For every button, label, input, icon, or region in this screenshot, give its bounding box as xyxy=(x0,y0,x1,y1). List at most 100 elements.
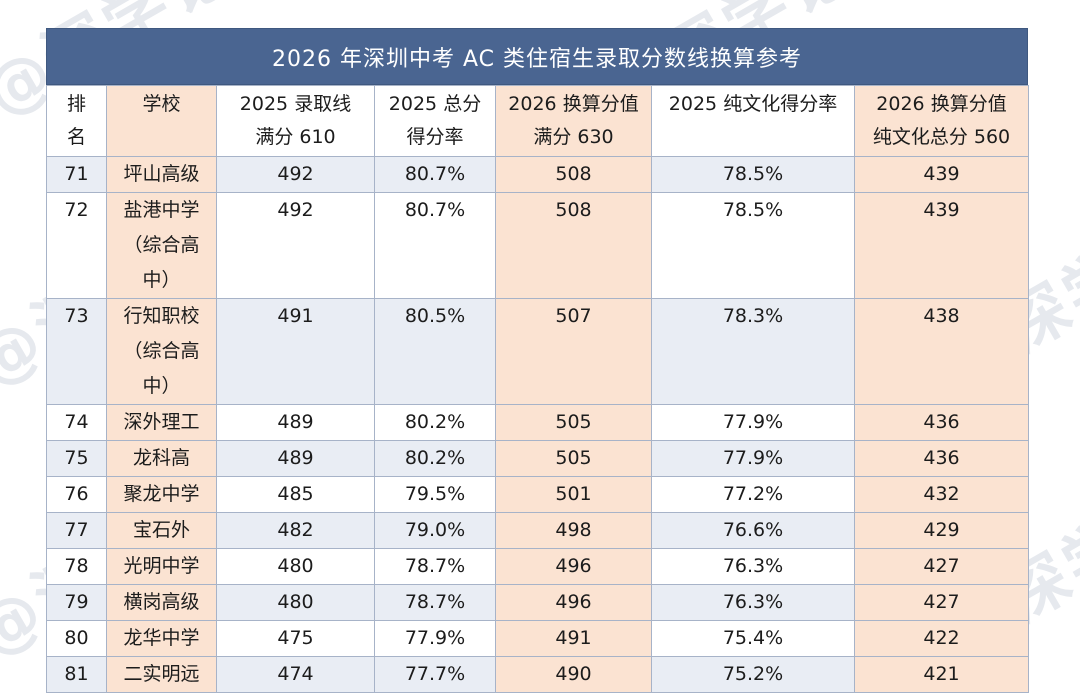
cell-culture-rate-2025: 75.4% xyxy=(651,620,855,657)
cell-rate-2025: 79.5% xyxy=(374,476,496,513)
cell-rank: 75 xyxy=(46,440,107,477)
header-culture-rate-2025: 2025 纯文化得分率 xyxy=(651,85,855,157)
cell-rate-2025: 78.7% xyxy=(374,548,496,585)
cell-score-2026: 501 xyxy=(495,476,652,513)
score-table: 排名 学校 2025 录取线 满分 610 2025 总分 得分率 2026 换算分… xyxy=(46,85,1029,693)
table-row: 76 聚龙中学 485 79.5% 501 77.2% 432 xyxy=(46,476,1029,513)
cell-rank: 79 xyxy=(46,584,107,621)
cell-rate-2025: 78.7% xyxy=(374,584,496,621)
header-school: 学校 xyxy=(106,85,217,157)
cell-culture-rate-2025: 76.6% xyxy=(651,512,855,549)
cell-score-2025: 489 xyxy=(216,404,375,441)
cell-score-2026: 496 xyxy=(495,548,652,585)
cell-school: 龙科高 xyxy=(106,440,217,477)
table-row: 74 深外理工 489 80.2% 505 77.9% 436 xyxy=(46,404,1029,441)
cell-score-2026: 508 xyxy=(495,156,652,193)
cell-culture-rate-2025: 77.9% xyxy=(651,404,855,441)
cell-rank: 80 xyxy=(46,620,107,657)
cell-rate-2025: 80.2% xyxy=(374,440,496,477)
cell-rank: 77 xyxy=(46,512,107,549)
table-row: 78 光明中学 480 78.7% 496 76.3% 427 xyxy=(46,548,1029,585)
table-row: 75 龙科高 489 80.2% 505 77.9% 436 xyxy=(46,440,1029,477)
cell-rank: 74 xyxy=(46,404,107,441)
table-row: 72 盐港中学（综合高中） 492 80.7% 508 78.5% 439 xyxy=(46,192,1029,299)
cell-score-2025: 489 xyxy=(216,440,375,477)
cell-score-2025: 480 xyxy=(216,548,375,585)
table-title: 2026 年深圳中考 AC 类住宿生录取分数线换算参考 xyxy=(46,28,1028,85)
cell-score-2026: 491 xyxy=(495,620,652,657)
cell-culture-2026: 432 xyxy=(854,476,1029,513)
cell-score-2025: 491 xyxy=(216,298,375,405)
cell-culture-rate-2025: 75.2% xyxy=(651,656,855,693)
cell-score-2026: 496 xyxy=(495,584,652,621)
cell-school: 盐港中学（综合高中） xyxy=(106,192,217,299)
cell-score-2026: 505 xyxy=(495,440,652,477)
cell-score-2026: 498 xyxy=(495,512,652,549)
cell-rank: 78 xyxy=(46,548,107,585)
cell-score-2026: 490 xyxy=(495,656,652,693)
cell-rank: 71 xyxy=(46,156,107,193)
cell-culture-2026: 439 xyxy=(854,156,1029,193)
header-rank: 排名 xyxy=(46,85,107,157)
cell-rate-2025: 80.2% xyxy=(374,404,496,441)
cell-school: 光明中学 xyxy=(106,548,217,585)
cell-score-2025: 492 xyxy=(216,192,375,299)
cell-culture-2026: 429 xyxy=(854,512,1029,549)
cell-culture-2026: 439 xyxy=(854,192,1029,299)
cell-culture-rate-2025: 77.9% xyxy=(651,440,855,477)
header-score-2025: 2025 录取线 满分 610 xyxy=(216,85,375,157)
cell-culture-2026: 421 xyxy=(854,656,1029,693)
cell-culture-rate-2025: 76.3% xyxy=(651,584,855,621)
header-rate-2025: 2025 总分 得分率 xyxy=(374,85,496,157)
table-row: 73 行知职校（综合高中） 491 80.5% 507 78.3% 438 xyxy=(46,298,1029,405)
table-row: 77 宝石外 482 79.0% 498 76.6% 429 xyxy=(46,512,1029,549)
cell-culture-2026: 427 xyxy=(854,548,1029,585)
table-row: 79 横岗高级 480 78.7% 496 76.3% 427 xyxy=(46,584,1029,621)
cell-rate-2025: 77.9% xyxy=(374,620,496,657)
cell-rank: 72 xyxy=(46,192,107,299)
table-body: 71 坪山高级 492 80.7% 508 78.5% 439 72 盐港中学（综合高中） 492… xyxy=(46,156,1029,693)
cell-score-2026: 505 xyxy=(495,404,652,441)
header-row: 排名 学校 2025 录取线 满分 610 2025 总分 得分率 2026 换算分… xyxy=(46,85,1029,157)
cell-score-2025: 482 xyxy=(216,512,375,549)
header-culture-2026: 2026 换算分值 纯文化总分 560 xyxy=(854,85,1029,157)
cell-school: 聚龙中学 xyxy=(106,476,217,513)
cell-score-2025: 474 xyxy=(216,656,375,693)
cell-rank: 73 xyxy=(46,298,107,405)
cell-school: 坪山高级 xyxy=(106,156,217,193)
table-row: 81 二实明远 474 77.7% 490 75.2% 421 xyxy=(46,656,1029,693)
cell-culture-2026: 436 xyxy=(854,404,1029,441)
cell-score-2025: 485 xyxy=(216,476,375,513)
cell-rank: 76 xyxy=(46,476,107,513)
score-table-container: 2026 年深圳中考 AC 类住宿生录取分数线换算参考 排名 学校 2025 录… xyxy=(46,28,1029,693)
cell-culture-rate-2025: 76.3% xyxy=(651,548,855,585)
table-row: 80 龙华中学 475 77.9% 491 75.4% 422 xyxy=(46,620,1029,657)
cell-rank: 81 xyxy=(46,656,107,693)
cell-rate-2025: 80.7% xyxy=(374,192,496,299)
cell-rate-2025: 80.7% xyxy=(374,156,496,193)
cell-school: 宝石外 xyxy=(106,512,217,549)
cell-culture-2026: 438 xyxy=(854,298,1029,405)
cell-culture-rate-2025: 78.5% xyxy=(651,156,855,193)
cell-school: 二实明远 xyxy=(106,656,217,693)
cell-score-2025: 492 xyxy=(216,156,375,193)
cell-rate-2025: 80.5% xyxy=(374,298,496,405)
cell-school: 横岗高级 xyxy=(106,584,217,621)
header-score-2026: 2026 换算分值 满分 630 xyxy=(495,85,652,157)
cell-score-2025: 475 xyxy=(216,620,375,657)
cell-culture-2026: 422 xyxy=(854,620,1029,657)
cell-school: 深外理工 xyxy=(106,404,217,441)
cell-school: 龙华中学 xyxy=(106,620,217,657)
cell-culture-rate-2025: 78.5% xyxy=(651,192,855,299)
cell-culture-2026: 436 xyxy=(854,440,1029,477)
cell-score-2025: 480 xyxy=(216,584,375,621)
cell-culture-rate-2025: 77.2% xyxy=(651,476,855,513)
cell-rate-2025: 79.0% xyxy=(374,512,496,549)
table-row: 71 坪山高级 492 80.7% 508 78.5% 439 xyxy=(46,156,1029,193)
cell-culture-rate-2025: 78.3% xyxy=(651,298,855,405)
cell-score-2026: 507 xyxy=(495,298,652,405)
cell-culture-2026: 427 xyxy=(854,584,1029,621)
cell-score-2026: 508 xyxy=(495,192,652,299)
cell-school: 行知职校（综合高中） xyxy=(106,298,217,405)
cell-rate-2025: 77.7% xyxy=(374,656,496,693)
